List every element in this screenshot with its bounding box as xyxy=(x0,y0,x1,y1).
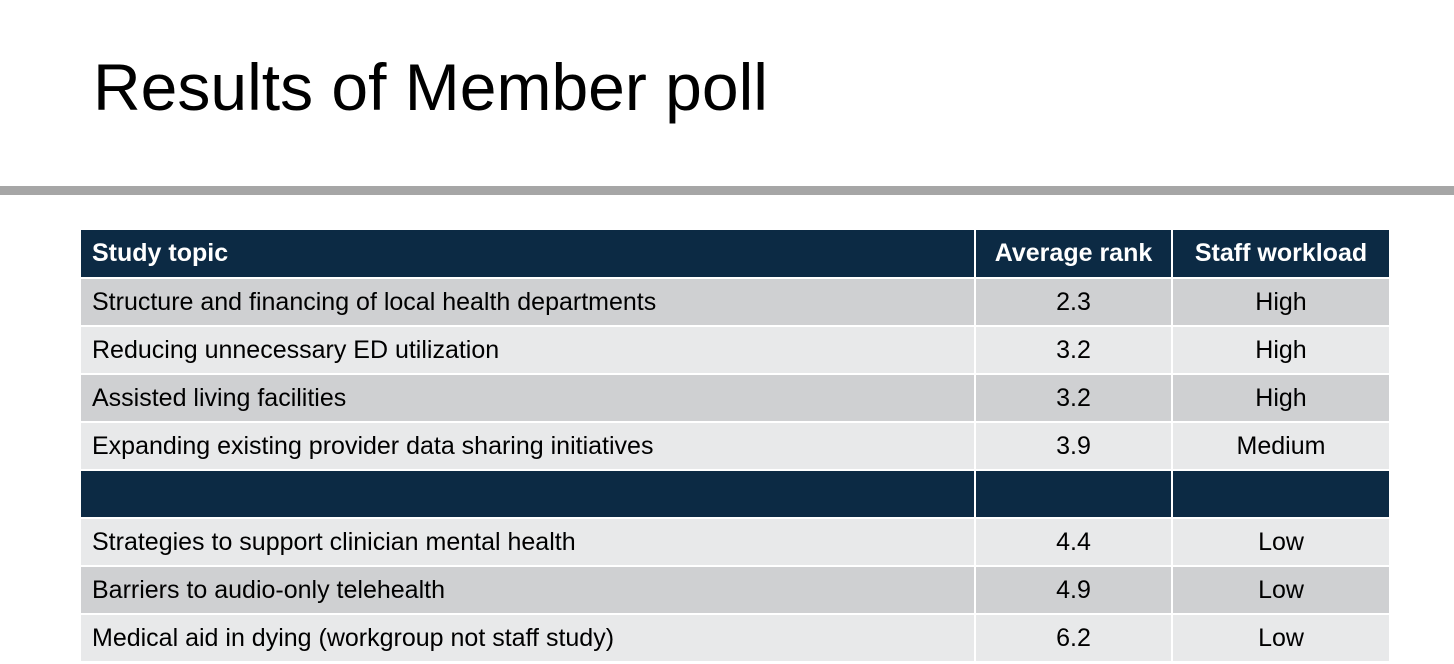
table-row: Expanding existing provider data sharing… xyxy=(81,422,1389,471)
table-row: Structure and financing of local health … xyxy=(81,278,1389,327)
table-header-row: Study topic Average rank Staff workload xyxy=(81,230,1389,279)
table-row: Strategies to support clinician mental h… xyxy=(81,518,1389,567)
header-staff-workload: Staff workload xyxy=(1172,230,1389,279)
cell-average-rank: 3.9 xyxy=(975,422,1173,471)
table-row: Barriers to audio-only telehealth 4.9 Lo… xyxy=(81,566,1389,615)
header-study-topic: Study topic xyxy=(81,230,976,279)
cell-staff-workload: Low xyxy=(1172,566,1389,615)
cell-staff-workload: Low xyxy=(1172,614,1389,663)
cell-study-topic: Reducing unnecessary ED utilization xyxy=(81,326,976,375)
cell-staff-workload: High xyxy=(1172,374,1389,423)
cell-study-topic: Structure and financing of local health … xyxy=(81,278,976,327)
separator-cell xyxy=(1172,470,1389,519)
cell-average-rank: 3.2 xyxy=(975,374,1173,423)
separator-cell xyxy=(81,470,976,519)
title-divider xyxy=(0,186,1454,195)
cell-study-topic: Medical aid in dying (workgroup not staf… xyxy=(81,614,976,663)
cell-study-topic: Assisted living facilities xyxy=(81,374,976,423)
cell-average-rank: 6.2 xyxy=(975,614,1173,663)
cell-study-topic: Strategies to support clinician mental h… xyxy=(81,518,976,567)
cell-average-rank: 4.4 xyxy=(975,518,1173,567)
cell-average-rank: 3.2 xyxy=(975,326,1173,375)
cell-staff-workload: High xyxy=(1172,326,1389,375)
cell-staff-workload: Medium xyxy=(1172,422,1389,471)
group-separator-row xyxy=(81,470,1389,519)
table-row: Medical aid in dying (workgroup not staf… xyxy=(81,614,1389,663)
cell-staff-workload: High xyxy=(1172,278,1389,327)
cell-staff-workload: Low xyxy=(1172,518,1389,567)
cell-study-topic: Expanding existing provider data sharing… xyxy=(81,422,976,471)
separator-cell xyxy=(975,470,1173,519)
cell-study-topic: Barriers to audio-only telehealth xyxy=(81,566,976,615)
slide-title: Results of Member poll xyxy=(93,50,768,124)
table-row: Reducing unnecessary ED utilization 3.2 … xyxy=(81,326,1389,375)
cell-average-rank: 4.9 xyxy=(975,566,1173,615)
cell-average-rank: 2.3 xyxy=(975,278,1173,327)
table-row: Assisted living facilities 3.2 High xyxy=(81,374,1389,423)
header-average-rank: Average rank xyxy=(975,230,1173,279)
poll-results-table: Study topic Average rank Staff workload … xyxy=(81,230,1389,663)
